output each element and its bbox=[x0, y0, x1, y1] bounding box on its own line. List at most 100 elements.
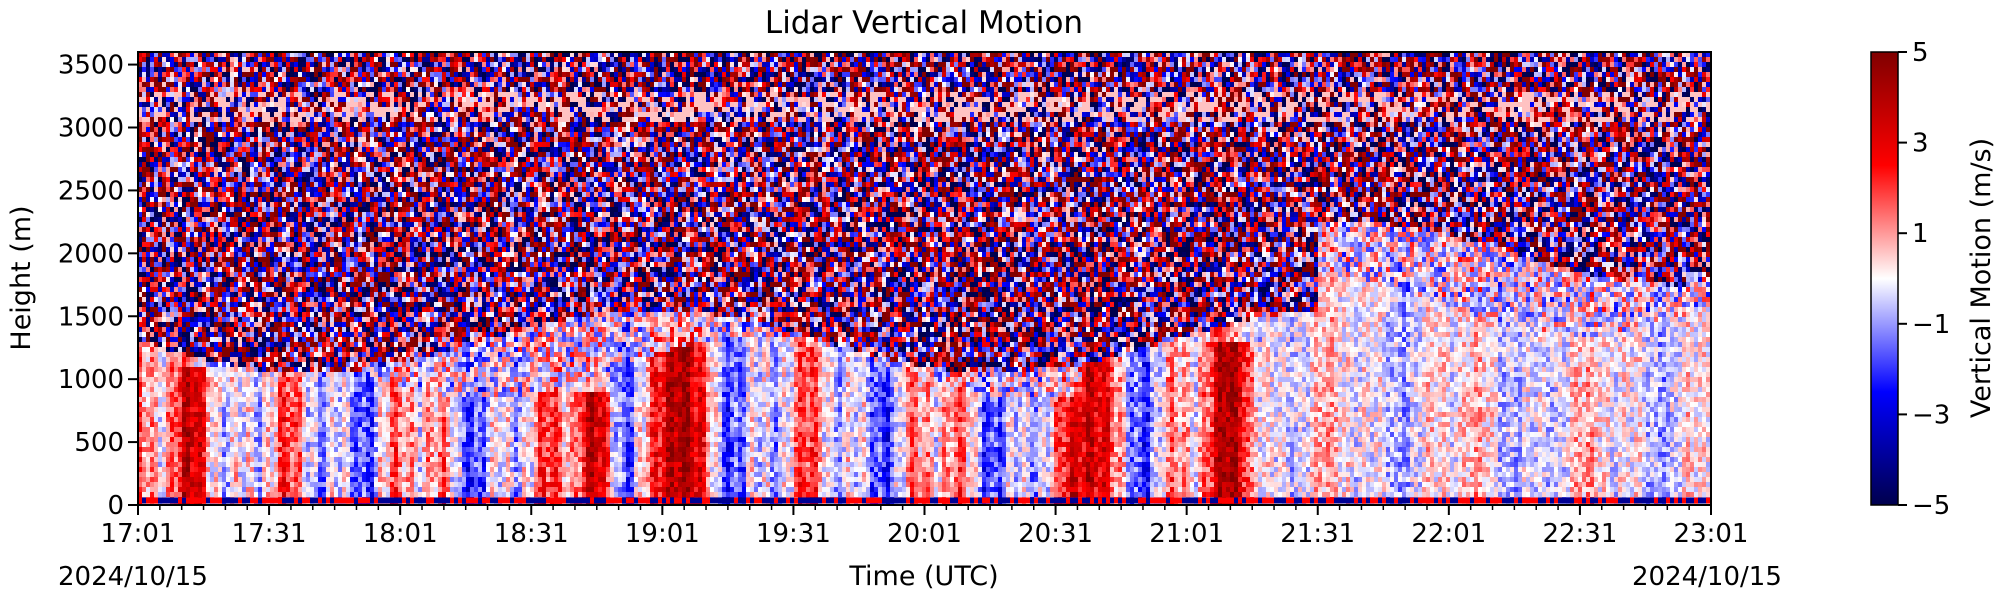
heatmap-cell bbox=[146, 177, 151, 183]
heatmap-cell bbox=[162, 437, 167, 443]
heatmap-cell bbox=[158, 152, 163, 158]
heatmap-cell bbox=[178, 417, 183, 423]
heatmap-cell bbox=[182, 377, 187, 383]
heatmap-cell bbox=[182, 342, 187, 348]
heatmap-cell bbox=[186, 127, 191, 133]
heatmap-cell bbox=[166, 367, 171, 373]
heatmap-cell bbox=[146, 492, 151, 498]
heatmap-cell bbox=[178, 392, 183, 398]
heatmap-cell bbox=[142, 237, 147, 243]
heatmap-cell bbox=[150, 412, 155, 418]
heatmap-cell bbox=[142, 362, 147, 368]
heatmap-cell bbox=[174, 92, 179, 98]
heatmap-cell bbox=[142, 167, 147, 173]
heatmap-cell bbox=[182, 402, 187, 408]
heatmap-cell bbox=[174, 367, 179, 373]
heatmap-cell bbox=[174, 167, 179, 173]
heatmap-cell bbox=[150, 222, 155, 228]
heatmap-cell bbox=[162, 337, 167, 343]
heatmap-cell bbox=[162, 237, 167, 243]
heatmap-cell bbox=[146, 327, 151, 333]
heatmap-cell bbox=[150, 217, 155, 223]
heatmap-cell bbox=[158, 482, 163, 488]
heatmap-cell bbox=[158, 382, 163, 388]
heatmap-cell bbox=[162, 187, 167, 193]
heatmap-cell bbox=[182, 407, 187, 413]
heatmap-cell bbox=[158, 287, 163, 293]
heatmap-cell bbox=[174, 407, 179, 413]
heatmap-cell bbox=[158, 92, 163, 98]
heatmap-cell bbox=[166, 227, 171, 233]
heatmap-cell bbox=[182, 482, 187, 488]
heatmap-cell bbox=[142, 297, 147, 303]
heatmap-cell bbox=[150, 327, 155, 333]
heatmap-cell bbox=[182, 422, 187, 428]
heatmap-cell bbox=[154, 172, 159, 178]
heatmap-cell bbox=[158, 417, 163, 423]
heatmap-cell bbox=[182, 352, 187, 358]
heatmap-cell bbox=[146, 277, 151, 283]
heatmap-cell bbox=[158, 247, 163, 253]
heatmap-cell bbox=[170, 377, 175, 383]
heatmap-cell bbox=[170, 207, 175, 213]
heatmap-cell bbox=[174, 442, 179, 448]
heatmap-cell bbox=[154, 432, 159, 438]
heatmap-cell bbox=[162, 197, 167, 203]
heatmap-cell bbox=[174, 117, 179, 123]
heatmap-cell bbox=[154, 227, 159, 233]
heatmap-cell bbox=[162, 162, 167, 168]
heatmap-cell bbox=[174, 397, 179, 403]
heatmap-cell bbox=[150, 232, 155, 238]
heatmap-cell bbox=[162, 202, 167, 208]
heatmap-cell bbox=[150, 207, 155, 213]
heatmap-cell bbox=[158, 87, 163, 93]
heatmap-cell bbox=[142, 332, 147, 338]
heatmap-cell bbox=[170, 132, 175, 138]
heatmap-cell bbox=[162, 292, 167, 298]
heatmap-cell bbox=[162, 322, 167, 328]
heatmap-cell bbox=[146, 317, 151, 323]
heatmap-cell bbox=[150, 392, 155, 398]
heatmap-cell bbox=[178, 102, 183, 108]
heatmap-cell bbox=[150, 137, 155, 143]
heatmap-cell bbox=[154, 102, 159, 108]
heatmap-cell bbox=[150, 162, 155, 168]
heatmap-cell bbox=[182, 152, 187, 158]
heatmap-cell bbox=[142, 457, 147, 463]
heatmap-cell bbox=[178, 487, 183, 493]
heatmap-cell bbox=[170, 392, 175, 398]
heatmap-cell bbox=[162, 367, 167, 373]
heatmap-cell bbox=[162, 412, 167, 418]
heatmap-cell bbox=[182, 92, 187, 98]
heatmap-cell bbox=[142, 187, 147, 193]
heatmap-cell bbox=[162, 272, 167, 278]
heatmap-cell bbox=[146, 477, 151, 483]
heatmap-cell bbox=[170, 117, 175, 123]
heatmap-cell bbox=[182, 187, 187, 193]
heatmap-cell bbox=[182, 202, 187, 208]
heatmap-cell bbox=[158, 82, 163, 88]
heatmap-cell bbox=[186, 287, 191, 293]
heatmap-cell bbox=[182, 222, 187, 228]
heatmap-cell bbox=[150, 237, 155, 243]
heatmap-cell bbox=[142, 382, 147, 388]
heatmap-cell bbox=[146, 172, 151, 178]
heatmap-cell bbox=[170, 162, 175, 168]
heatmap-cell bbox=[150, 447, 155, 453]
heatmap-cell bbox=[158, 192, 163, 198]
heatmap-cell bbox=[174, 107, 179, 113]
heatmap-cell bbox=[150, 167, 155, 173]
heatmap-cell bbox=[166, 202, 171, 208]
heatmap-cell bbox=[166, 372, 171, 378]
heatmap-cell bbox=[178, 337, 183, 343]
heatmap-cell bbox=[154, 342, 159, 348]
heatmap-cell bbox=[178, 402, 183, 408]
heatmap-cell bbox=[178, 67, 183, 73]
heatmap-cell bbox=[166, 67, 171, 73]
heatmap-cell bbox=[146, 107, 151, 113]
heatmap-cell bbox=[150, 267, 155, 273]
heatmap-cell bbox=[162, 397, 167, 403]
heatmap-cell bbox=[142, 142, 147, 148]
heatmap-cell bbox=[158, 232, 163, 238]
heatmap-cell bbox=[182, 177, 187, 183]
